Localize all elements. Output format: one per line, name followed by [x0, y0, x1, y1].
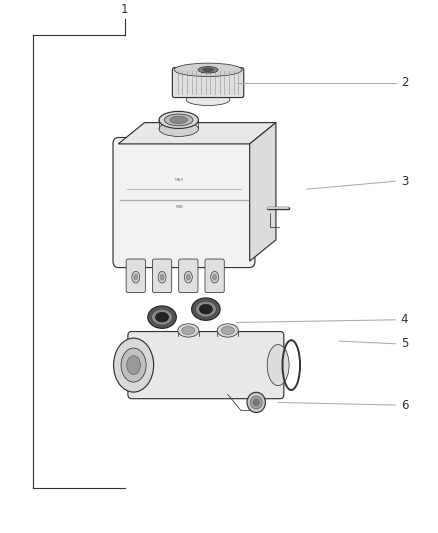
Ellipse shape — [202, 68, 213, 71]
FancyBboxPatch shape — [128, 332, 284, 399]
Ellipse shape — [170, 116, 187, 124]
Ellipse shape — [148, 306, 176, 328]
Ellipse shape — [159, 122, 198, 136]
Ellipse shape — [211, 271, 219, 283]
FancyBboxPatch shape — [126, 259, 145, 293]
FancyBboxPatch shape — [172, 68, 244, 98]
Ellipse shape — [134, 274, 138, 280]
FancyBboxPatch shape — [179, 259, 198, 293]
Ellipse shape — [267, 344, 289, 386]
Text: 6: 6 — [401, 399, 408, 411]
Ellipse shape — [187, 274, 191, 280]
Text: MIN: MIN — [176, 205, 184, 209]
Ellipse shape — [184, 271, 192, 283]
Ellipse shape — [152, 309, 173, 325]
FancyBboxPatch shape — [113, 138, 255, 268]
Text: 4: 4 — [401, 313, 408, 326]
Ellipse shape — [191, 298, 220, 320]
Ellipse shape — [250, 396, 262, 409]
Ellipse shape — [213, 274, 216, 280]
Ellipse shape — [132, 271, 140, 283]
Text: 5: 5 — [401, 337, 408, 350]
Ellipse shape — [198, 67, 218, 73]
Ellipse shape — [174, 63, 242, 76]
Text: 3: 3 — [401, 175, 408, 188]
Polygon shape — [118, 123, 276, 144]
Ellipse shape — [217, 324, 238, 337]
Ellipse shape — [158, 271, 166, 283]
Text: 1: 1 — [121, 3, 129, 16]
Ellipse shape — [113, 338, 154, 392]
Ellipse shape — [159, 111, 198, 128]
Ellipse shape — [195, 301, 216, 317]
Text: MAX: MAX — [175, 178, 184, 182]
Ellipse shape — [247, 392, 265, 413]
Ellipse shape — [155, 312, 169, 322]
FancyBboxPatch shape — [152, 259, 172, 293]
Ellipse shape — [186, 94, 230, 106]
Ellipse shape — [199, 304, 212, 314]
Ellipse shape — [182, 326, 195, 335]
FancyBboxPatch shape — [205, 259, 224, 293]
Ellipse shape — [160, 274, 164, 280]
Ellipse shape — [127, 356, 141, 375]
Ellipse shape — [178, 324, 199, 337]
Ellipse shape — [221, 326, 234, 335]
Ellipse shape — [253, 399, 259, 406]
Text: 2: 2 — [401, 76, 408, 89]
Ellipse shape — [121, 348, 146, 382]
Ellipse shape — [164, 114, 193, 126]
Polygon shape — [250, 123, 276, 261]
